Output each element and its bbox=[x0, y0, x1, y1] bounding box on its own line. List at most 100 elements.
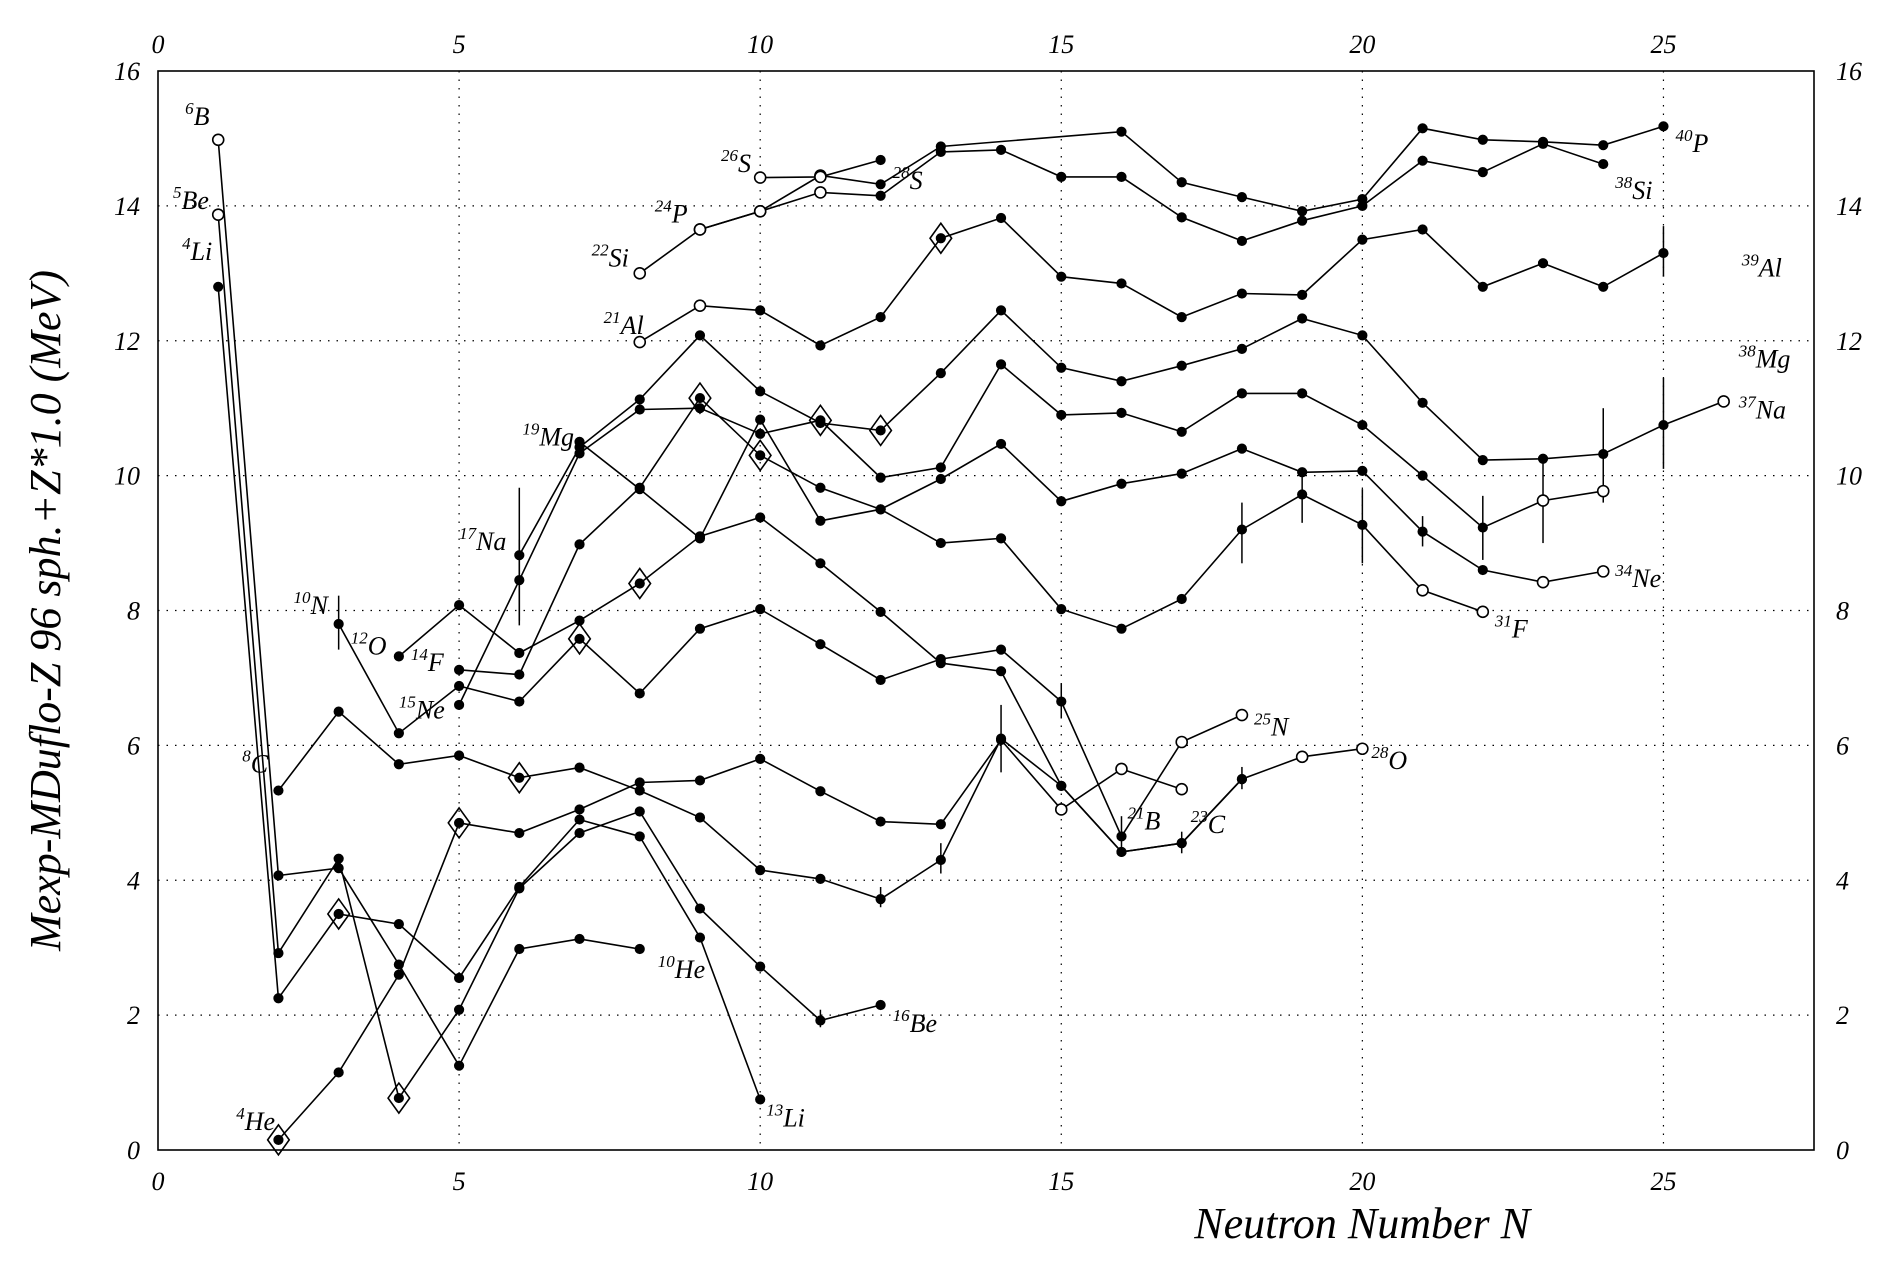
filled-point bbox=[815, 515, 826, 526]
filled-point bbox=[393, 728, 404, 739]
filled-point bbox=[1116, 376, 1127, 387]
filled-point bbox=[634, 688, 645, 699]
filled-point bbox=[694, 903, 706, 914]
filled-point bbox=[213, 281, 224, 292]
filled-point bbox=[1598, 140, 1609, 151]
series-line-6B bbox=[217, 139, 640, 1068]
isotope-label-38Si: 38Si bbox=[1614, 173, 1652, 205]
open-point bbox=[1596, 484, 1610, 498]
open-point bbox=[693, 223, 707, 236]
filled-point bbox=[1056, 271, 1067, 282]
filled-point bbox=[755, 961, 766, 972]
open-point bbox=[1536, 575, 1550, 589]
filled-point bbox=[453, 1060, 465, 1071]
open-point bbox=[633, 335, 647, 349]
filled-point bbox=[995, 733, 1007, 744]
filled-point bbox=[333, 908, 344, 920]
isotope-symbol: O bbox=[1388, 746, 1407, 775]
filled-point bbox=[453, 680, 465, 692]
isotope-symbol: Li bbox=[190, 237, 213, 266]
open-point bbox=[1054, 803, 1068, 816]
isotope-label-34Ne: 34Ne bbox=[1614, 561, 1661, 593]
isotope-mass-number: 16 bbox=[893, 1006, 911, 1025]
x-tick-label-top: 10 bbox=[747, 30, 773, 59]
filled-point bbox=[815, 482, 826, 493]
filled-point bbox=[995, 144, 1007, 156]
filled-point bbox=[1297, 388, 1308, 399]
isotope-symbol: S bbox=[738, 149, 751, 178]
open-point bbox=[211, 208, 225, 221]
filled-point bbox=[574, 539, 585, 550]
isotope-symbol: C bbox=[251, 749, 269, 778]
isotope-label-31F: 31F bbox=[1494, 611, 1529, 643]
filled-point bbox=[694, 775, 706, 786]
filled-point bbox=[1176, 177, 1187, 188]
filled-point bbox=[1236, 288, 1248, 299]
filled-point bbox=[1417, 397, 1428, 408]
x-axis-title: Neutron Number N bbox=[1193, 1199, 1532, 1248]
filled-point bbox=[273, 785, 284, 796]
filled-point bbox=[995, 305, 1007, 316]
filled-point bbox=[514, 943, 525, 955]
filled-point bbox=[995, 533, 1007, 544]
open-point bbox=[1476, 605, 1490, 619]
isotope-label-8C: 8C bbox=[242, 746, 269, 778]
isotope-mass-number: 17 bbox=[459, 524, 478, 543]
filled-point bbox=[1116, 846, 1127, 858]
filled-point bbox=[634, 785, 645, 796]
isotope-label-25N: 25N bbox=[1254, 709, 1290, 741]
isotope-mass-number: 12 bbox=[351, 628, 369, 647]
filled-point bbox=[393, 651, 404, 662]
filled-point bbox=[935, 537, 946, 549]
isotope-label-12O: 12O bbox=[351, 628, 387, 660]
diamond-marker bbox=[447, 806, 471, 840]
filled-point bbox=[273, 870, 284, 881]
filled-point bbox=[1297, 289, 1308, 300]
filled-point bbox=[1297, 313, 1308, 324]
isotope-label-37Na: 37Na bbox=[1738, 392, 1786, 424]
series-line-5Be bbox=[217, 214, 881, 1101]
filled-point bbox=[935, 658, 946, 669]
isotope-mass-number: 4 bbox=[182, 234, 191, 253]
filled-point bbox=[574, 814, 585, 825]
y-tick-label-left: 8 bbox=[127, 597, 140, 626]
x-tick-label-top: 20 bbox=[1349, 30, 1375, 59]
filled-point bbox=[815, 786, 826, 797]
filled-point bbox=[1297, 206, 1308, 217]
x-tick-label-bottom: 5 bbox=[453, 1167, 466, 1196]
filled-point bbox=[574, 615, 585, 626]
isotope-mass-number: 38 bbox=[1738, 342, 1757, 361]
filled-point bbox=[1116, 278, 1127, 289]
filled-point bbox=[1056, 780, 1067, 791]
filled-point bbox=[755, 1094, 766, 1105]
filled-point bbox=[995, 666, 1007, 677]
filled-point bbox=[875, 674, 886, 686]
filled-point bbox=[273, 947, 284, 959]
isotope-mass-number: 25 bbox=[1254, 709, 1271, 728]
isotope-mass-number: 13 bbox=[766, 1100, 783, 1119]
isotope-label-28S: 28S bbox=[893, 163, 923, 195]
filled-point bbox=[273, 993, 284, 1004]
filled-point bbox=[1056, 696, 1067, 707]
diamond-marker bbox=[748, 439, 772, 472]
series-layer bbox=[217, 125, 1724, 1141]
filled-point bbox=[995, 644, 1007, 655]
y-tick-label-left: 2 bbox=[127, 1001, 140, 1030]
y-tick-label-right: 4 bbox=[1836, 866, 1849, 895]
filled-point bbox=[1176, 212, 1187, 223]
isotope-symbol: Ne bbox=[1631, 564, 1661, 593]
filled-point bbox=[755, 386, 766, 397]
isotope-label-19Mg: 19Mg bbox=[522, 419, 574, 451]
y-tick-label-right: 10 bbox=[1836, 462, 1862, 491]
filled-point bbox=[1236, 388, 1248, 399]
filled-point bbox=[875, 190, 886, 201]
filled-point bbox=[574, 804, 585, 815]
open-point bbox=[1596, 565, 1610, 578]
filled-point bbox=[273, 1134, 284, 1145]
isotope-mass-number: 28 bbox=[893, 163, 911, 182]
filled-point bbox=[1537, 258, 1549, 269]
y-tick-label-left: 12 bbox=[114, 327, 140, 356]
filled-point bbox=[1417, 155, 1428, 166]
diamond-marker bbox=[326, 897, 351, 931]
